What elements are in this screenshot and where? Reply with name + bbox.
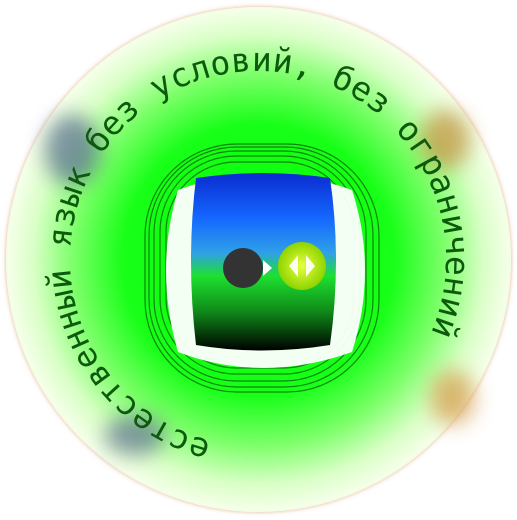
dots-logo [223,242,326,290]
dark-circle [223,248,263,288]
right-arrow-icon [306,255,315,277]
white-arrow-icon [263,260,272,276]
blue-smudge [45,115,100,185]
orange-smudge [430,370,475,425]
lime-circle [278,242,326,290]
left-arrow-icon [289,255,298,277]
blue-smudge [105,415,165,455]
orange-smudge [420,110,470,170]
